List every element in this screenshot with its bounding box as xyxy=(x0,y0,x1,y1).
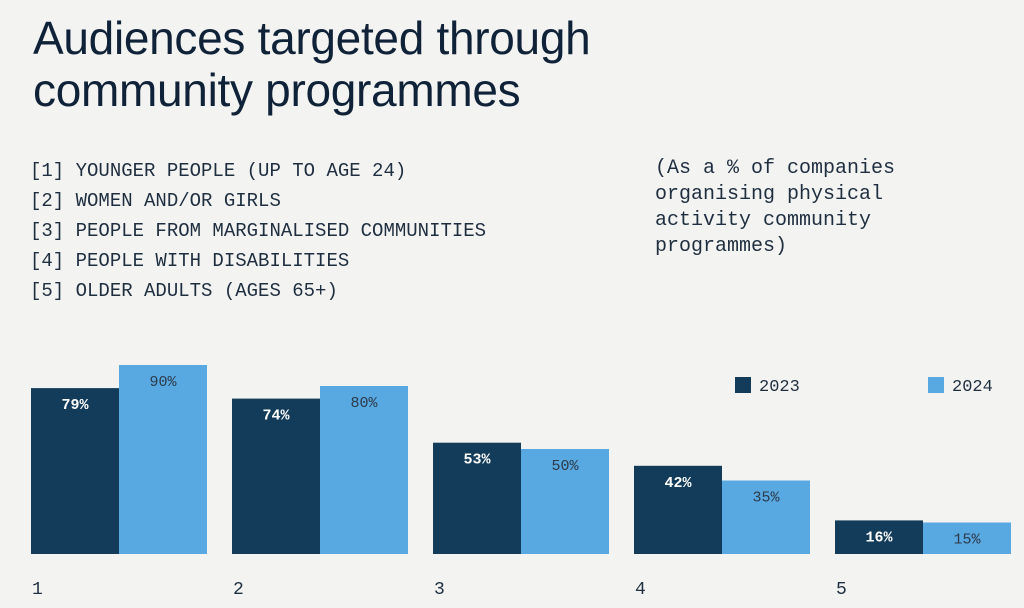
audience-key-item: [3] PEOPLE FROM MARGINALISED COMMUNITIES xyxy=(30,220,487,242)
bar-2023-cat-3 xyxy=(433,442,521,554)
bar-2023-cat-5 xyxy=(835,520,923,554)
legend-swatch-2024 xyxy=(928,377,944,393)
note-line: activity community xyxy=(655,209,872,232)
audience-key-item: [1] YOUNGER PEOPLE (UP TO AGE 24) xyxy=(30,160,407,182)
bar-2023-cat-2 xyxy=(232,398,320,554)
data-label-2023-cat-5: 16% xyxy=(865,529,893,546)
title-line-2: community programmes xyxy=(33,64,521,116)
x-tick-label: 4 xyxy=(635,580,646,600)
data-label-2023-cat-4: 42% xyxy=(664,475,692,492)
legend-swatch-2023 xyxy=(735,377,751,393)
x-tick-label: 2 xyxy=(233,580,244,600)
legend-label-2023: 2023 xyxy=(759,378,800,397)
note-line: organising physical xyxy=(655,183,884,206)
data-label-2024-cat-2: 80% xyxy=(350,395,378,412)
data-label-2024-cat-5: 15% xyxy=(953,532,981,549)
audience-key-list: [1] YOUNGER PEOPLE (UP TO AGE 24) [2] WO… xyxy=(30,156,486,306)
bar-2024-cat-3 xyxy=(521,449,609,554)
bar-2023-cat-4 xyxy=(634,465,722,554)
chart-legend: 2023 2024 xyxy=(735,377,993,397)
bar-2024-cat-1 xyxy=(119,365,207,554)
legend-label-2024: 2024 xyxy=(952,378,993,397)
x-tick-label: 5 xyxy=(836,580,847,600)
bar-2024-cat-5 xyxy=(923,522,1011,554)
bar-2024-cat-4 xyxy=(722,480,810,554)
x-tick-label: 3 xyxy=(434,580,445,600)
audience-key-item: [5] OLDER ADULTS (AGES 65+) xyxy=(30,280,338,302)
data-label-2023-cat-3: 53% xyxy=(463,452,491,469)
data-label-2024-cat-3: 50% xyxy=(551,458,579,475)
audience-key-item: [2] WOMEN AND/OR GIRLS xyxy=(30,190,281,212)
bar-2023-cat-1 xyxy=(31,388,119,554)
data-label-2024-cat-4: 35% xyxy=(752,490,780,507)
bar-2024-cat-2 xyxy=(320,386,408,554)
data-label-2024-cat-1: 90% xyxy=(149,374,177,391)
bars-layer: 79% 90% 1 74% 80% 2 53% 50% 3 42% 35% 4 16% 15% 5 xyxy=(31,365,1011,600)
x-tick-label: 1 xyxy=(32,580,43,600)
chart-subtitle-note: (As a % of companies organising physical… xyxy=(655,156,1015,260)
audience-key-item: [4] PEOPLE WITH DISABILITIES xyxy=(30,250,350,272)
chart-title: Audiences targeted through community pro… xyxy=(33,12,591,116)
data-label-2023-cat-1: 79% xyxy=(61,397,89,414)
data-label-2023-cat-2: 74% xyxy=(262,408,290,425)
note-line: programmes) xyxy=(655,235,788,258)
title-line-1: Audiences targeted through xyxy=(33,12,591,64)
note-line: (As a % of companies xyxy=(655,157,896,180)
